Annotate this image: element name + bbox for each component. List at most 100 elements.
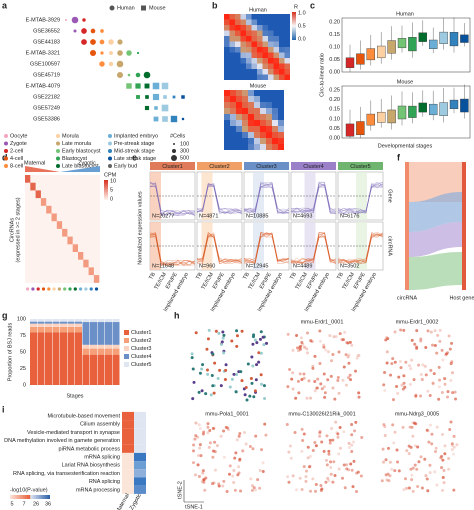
box bbox=[377, 45, 386, 59]
tsne-point bbox=[222, 333, 226, 337]
heat-cell bbox=[134, 477, 146, 486]
tsne-point bbox=[350, 343, 354, 347]
tsne-point bbox=[198, 443, 202, 447]
tsne-point bbox=[350, 468, 354, 472]
tsne-point bbox=[409, 367, 413, 371]
term-label: piRNA metabolic process bbox=[59, 446, 121, 452]
stack-seg bbox=[45, 321, 52, 324]
heat-cell bbox=[224, 30, 230, 36]
tick-label: 0.05 bbox=[329, 57, 340, 63]
tsne-point bbox=[325, 463, 329, 467]
tsne-point bbox=[291, 387, 295, 391]
box bbox=[408, 105, 417, 118]
heat-cell bbox=[242, 96, 248, 102]
stack-seg bbox=[90, 354, 97, 385]
box bbox=[397, 38, 407, 49]
heat-cell bbox=[273, 14, 279, 20]
heat-cell bbox=[272, 138, 278, 144]
stage-dot bbox=[84, 287, 88, 291]
panel-label: h bbox=[174, 310, 180, 320]
tsne-point bbox=[350, 449, 354, 453]
heat-cell bbox=[224, 114, 230, 120]
tsne-point bbox=[209, 393, 213, 397]
n-label: N=20277 bbox=[152, 213, 174, 219]
tsne-point bbox=[213, 468, 217, 472]
tsne-point bbox=[213, 440, 217, 444]
stack-seg bbox=[112, 354, 120, 385]
stack-seg bbox=[97, 344, 105, 349]
stack-seg bbox=[37, 319, 45, 322]
heat-block bbox=[40, 198, 47, 206]
dataset-label: GSE53386 bbox=[33, 116, 60, 122]
stack-seg bbox=[75, 321, 82, 324]
tsne-point bbox=[347, 441, 351, 445]
heat-cell bbox=[248, 120, 254, 126]
dot bbox=[126, 50, 132, 56]
tsne-point bbox=[441, 476, 445, 480]
dataset-label: GSE36552 bbox=[33, 28, 60, 34]
box bbox=[408, 37, 417, 52]
tsne-point bbox=[419, 337, 423, 341]
box bbox=[345, 123, 355, 137]
tsne-point bbox=[198, 371, 202, 375]
heat-cell bbox=[266, 138, 272, 144]
trace bbox=[196, 185, 242, 215]
tsne-point bbox=[204, 476, 208, 480]
heat-block bbox=[35, 190, 41, 199]
term-label: Lariat RNA biosynthesis bbox=[62, 463, 121, 469]
tsne-point bbox=[326, 476, 330, 480]
tsne-point bbox=[191, 397, 195, 401]
dot bbox=[126, 83, 132, 89]
tsne-point bbox=[223, 378, 227, 382]
heat-cell bbox=[251, 41, 257, 47]
tsne-point bbox=[410, 358, 414, 362]
heat-cell bbox=[224, 36, 230, 42]
tsne-point bbox=[206, 425, 210, 429]
tsne-point bbox=[298, 345, 302, 349]
stack-seg bbox=[45, 332, 52, 385]
heat-cell bbox=[273, 25, 279, 31]
trace bbox=[243, 183, 289, 213]
tsne-point bbox=[327, 449, 331, 453]
stack-seg bbox=[97, 322, 105, 345]
stage-label: TB bbox=[336, 271, 345, 280]
tsne-point bbox=[336, 432, 340, 436]
tsne-point bbox=[322, 449, 326, 453]
tsne-point bbox=[409, 467, 413, 471]
tsne-point bbox=[332, 460, 336, 464]
tsne-point bbox=[390, 362, 394, 366]
box bbox=[356, 53, 365, 65]
stack-seg bbox=[105, 319, 112, 323]
heat-cell bbox=[230, 102, 236, 108]
tsne-point bbox=[224, 363, 228, 367]
tsne-point bbox=[337, 391, 341, 395]
box bbox=[429, 103, 438, 116]
heat-cell bbox=[224, 126, 230, 132]
tsne-point bbox=[421, 363, 425, 367]
box bbox=[429, 39, 438, 49]
dot bbox=[82, 18, 86, 22]
tsne-point bbox=[330, 426, 334, 430]
stack-seg bbox=[97, 319, 105, 323]
tsne-point bbox=[410, 425, 414, 429]
tsne-point bbox=[252, 395, 256, 399]
tick-label: 0.00 bbox=[329, 69, 340, 75]
tsne-point bbox=[429, 330, 433, 334]
heat-cell bbox=[224, 132, 230, 138]
tsne-point bbox=[442, 469, 446, 473]
tsne-point bbox=[444, 353, 448, 357]
stack-seg bbox=[60, 332, 67, 385]
heat-cell bbox=[224, 41, 230, 47]
tsne-point bbox=[298, 476, 302, 480]
label: Human bbox=[396, 11, 414, 17]
tsne-point bbox=[407, 452, 411, 456]
heat-cell bbox=[284, 30, 290, 36]
cluster-header bbox=[244, 162, 289, 170]
heat-cell bbox=[268, 47, 274, 53]
heat-cell bbox=[262, 25, 268, 31]
label: Normalized expression values bbox=[137, 191, 143, 265]
tsne-point bbox=[287, 450, 291, 454]
tsne-point bbox=[415, 346, 419, 350]
heat-cell bbox=[266, 90, 272, 96]
axis-arrows bbox=[183, 480, 204, 503]
